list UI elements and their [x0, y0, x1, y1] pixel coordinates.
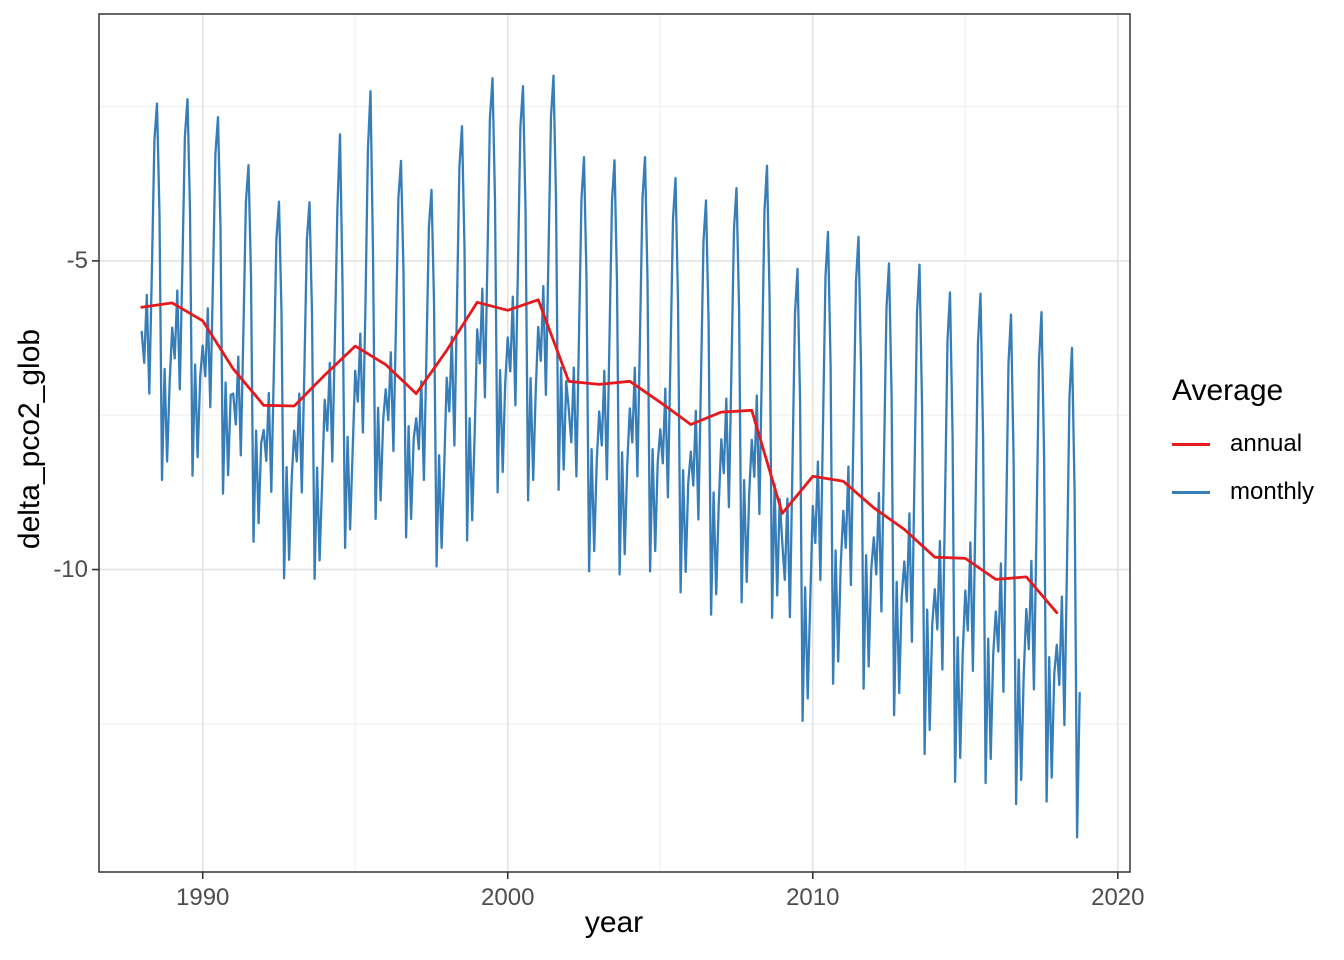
y-tick-label: -5: [66, 246, 88, 274]
x-tick-label: 2010: [786, 884, 840, 911]
legend-title: Average: [1172, 374, 1284, 407]
annual-line-key-icon: [1172, 442, 1210, 446]
x-axis-title: year: [584, 906, 644, 939]
legend-item-monthly-label: monthly: [1230, 478, 1315, 505]
x-tick-label: 2000: [481, 884, 535, 911]
legend: Average annual monthly: [1172, 372, 1314, 516]
y-axis-title: delta_pco2_glob: [13, 328, 46, 550]
y-tick-label: -10: [53, 555, 88, 583]
legend-item-annual: annual: [1172, 420, 1314, 468]
x-tick-label: 1990: [176, 884, 230, 911]
legend-item-annual-label: annual: [1230, 430, 1303, 457]
monthly-line-key-icon: [1172, 490, 1210, 494]
legend-item-monthly: monthly: [1172, 468, 1314, 516]
x-tick-label: 2020: [1091, 884, 1145, 911]
